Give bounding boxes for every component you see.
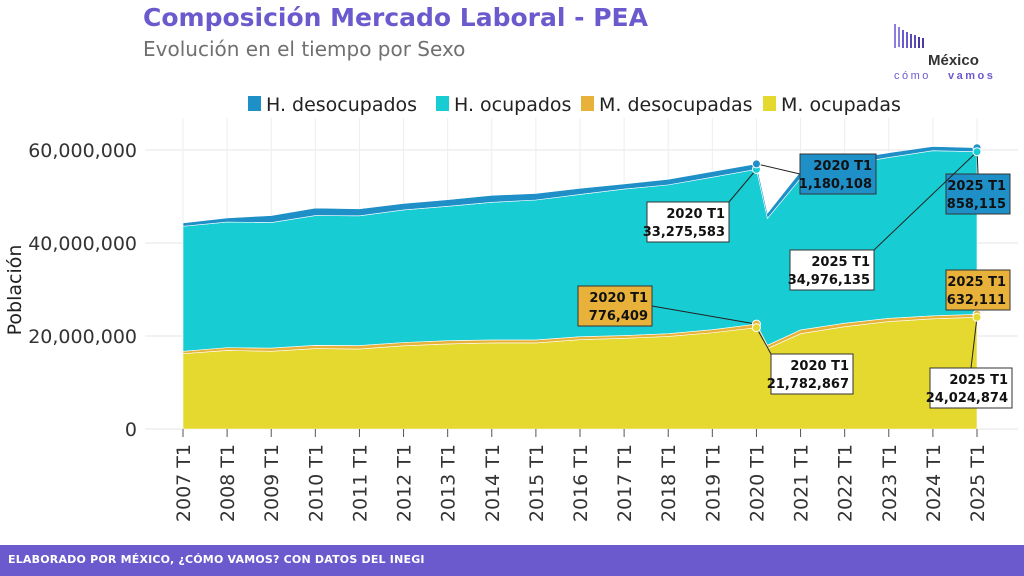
legend-swatch xyxy=(248,96,261,111)
footer-bar: ELABORADO POR MÉXICO, ¿CÓMO VAMOS? CON D… xyxy=(0,545,1024,576)
x-tick-label: 2019 T1 xyxy=(702,444,724,522)
x-axis: 2007 T1 2008 T1 2009 T1 2010 T1 2011 T1 2012 … xyxy=(173,429,989,522)
legend-item: M. ocupadas xyxy=(763,94,901,116)
x-tick-label: 2017 T1 xyxy=(614,444,636,522)
x-tick-label: 2023 T1 xyxy=(879,444,901,522)
y-tick-label: 0 xyxy=(125,419,137,441)
legend-item: M. desocupadas xyxy=(581,94,753,116)
annotation-period: 2020 T1 xyxy=(589,291,648,306)
annotation-point xyxy=(751,159,761,169)
annotation-box xyxy=(789,249,875,291)
logo-text-vamos: vamos xyxy=(948,70,995,82)
annotation-label: 2020 T1 33,275,583 xyxy=(643,164,761,243)
annotation-value: 34,976,135 xyxy=(788,273,870,288)
annotation-period: 2020 T1 xyxy=(813,159,872,174)
annotation-box xyxy=(770,353,854,395)
annotation-value: 776,409 xyxy=(589,309,648,324)
annotation-value: 24,024,874 xyxy=(926,391,1008,406)
annotation-value: 858,115 xyxy=(947,197,1006,212)
x-tick-label: 2021 T1 xyxy=(791,444,813,522)
x-tick-label: 2024 T1 xyxy=(923,444,945,522)
y-axis: 0 20,000,000 40,000,000 60,000,000 xyxy=(28,140,137,441)
annotation-box xyxy=(929,367,1013,409)
x-tick-label: 2022 T1 xyxy=(835,444,857,522)
x-tick-label: 2007 T1 xyxy=(173,444,195,522)
footer-credit: ELABORADO POR MÉXICO, ¿CÓMO VAMOS? CON D… xyxy=(8,553,425,566)
annotation-leader xyxy=(728,169,757,203)
x-tick-label: 2013 T1 xyxy=(438,444,460,522)
annotation-point xyxy=(751,323,761,333)
legend-label: M. desocupadas xyxy=(599,94,753,116)
x-tick-label: 2015 T1 xyxy=(526,444,548,522)
legend-label: H. desocupados xyxy=(266,94,417,116)
legend-label: H. ocupados xyxy=(454,94,571,116)
annotation-period: 2025 T1 xyxy=(947,179,1006,194)
chart-legend: H. desocupados H. ocupados M. desocupadas M… xyxy=(248,94,901,116)
logo-bars-icon xyxy=(894,24,924,48)
legend-swatch xyxy=(581,96,594,111)
legend-swatch xyxy=(763,96,776,111)
annotation-box xyxy=(646,201,730,243)
annotation-value: 632,111 xyxy=(947,293,1006,308)
x-tick-label: 2016 T1 xyxy=(570,444,592,522)
annotation-point xyxy=(972,312,982,322)
annotation-label: 2025 T1 34,976,135 xyxy=(788,147,982,291)
annotation-period: 2025 T1 xyxy=(811,255,870,270)
legend-item: H. ocupados xyxy=(436,94,571,116)
y-tick-label: 20,000,000 xyxy=(28,326,137,348)
x-tick-label: 2010 T1 xyxy=(305,444,327,522)
annotation-box xyxy=(799,153,877,195)
legend-swatch xyxy=(436,96,449,111)
annotation-box xyxy=(945,173,1011,215)
x-tick-label: 2008 T1 xyxy=(217,444,239,522)
chart-title: Composición Mercado Laboral - PEA xyxy=(143,3,648,32)
y-axis-label: Población xyxy=(4,245,26,336)
annotation-label: 2025 T1 858,115 xyxy=(945,143,1011,215)
chart-areas xyxy=(182,146,978,430)
chart-subtitle: Evolución en el tiempo por Sexo xyxy=(143,37,466,61)
annotation-label: 2020 T1 776,409 xyxy=(577,285,761,329)
annotation-point xyxy=(972,147,982,157)
annotation-period: 2020 T1 xyxy=(790,359,849,374)
x-tick-label: 2009 T1 xyxy=(261,444,283,522)
annotation-value: 1,180,108 xyxy=(799,177,872,192)
x-tick-label: 2011 T1 xyxy=(349,444,371,522)
logo-text-mexico: México xyxy=(928,52,979,69)
annotation-period: 2020 T1 xyxy=(666,207,725,222)
annotation-period: 2025 T1 xyxy=(947,275,1006,290)
legend-item: H. desocupados xyxy=(248,94,417,116)
annotation-value: 21,782,867 xyxy=(767,377,849,392)
x-tick-label: 2018 T1 xyxy=(658,444,680,522)
annotation-box xyxy=(945,269,1011,311)
annotation-label: 2020 T1 21,782,867 xyxy=(751,323,854,395)
annotation-leader xyxy=(651,305,757,325)
x-tick-label: 2014 T1 xyxy=(482,444,504,522)
annotation-label: 2025 T1 24,024,874 xyxy=(926,312,1013,409)
annotation-leader xyxy=(970,317,978,369)
y-tick-label: 60,000,000 xyxy=(28,140,137,162)
y-tick-label: 40,000,000 xyxy=(28,233,137,255)
annotation-value: 33,275,583 xyxy=(643,225,725,240)
annotation-label: 2020 T1 1,180,108 xyxy=(751,153,877,195)
annotation-leader xyxy=(873,151,978,251)
logo-text-como: cómo xyxy=(894,70,931,82)
annotation-leader xyxy=(756,327,772,355)
x-tick-label: 2020 T1 xyxy=(746,444,768,522)
annotation-label: 2025 T1 632,111 xyxy=(945,269,1011,319)
legend-label: M. ocupadas xyxy=(781,94,901,116)
annotation-leader xyxy=(756,163,801,175)
x-tick-label: 2025 T1 xyxy=(967,444,989,522)
mexico-como-vamos-logo: México cómo vamos xyxy=(894,24,995,82)
annotation-box xyxy=(577,285,653,327)
annotation-period: 2025 T1 xyxy=(949,373,1008,388)
x-tick-label: 2012 T1 xyxy=(394,444,416,522)
